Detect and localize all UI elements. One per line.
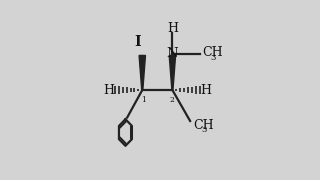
Text: 2: 2 [169, 96, 174, 104]
Polygon shape [139, 55, 146, 90]
Text: H: H [104, 84, 115, 96]
Text: 3: 3 [211, 54, 216, 62]
Polygon shape [169, 55, 176, 90]
Text: H: H [167, 22, 178, 35]
Text: CH: CH [203, 46, 223, 59]
Text: 1: 1 [141, 96, 146, 104]
Text: H: H [200, 84, 211, 96]
Text: CH: CH [193, 119, 213, 132]
Text: N: N [167, 47, 178, 60]
Text: 3: 3 [201, 126, 206, 134]
Text: I: I [134, 35, 141, 49]
